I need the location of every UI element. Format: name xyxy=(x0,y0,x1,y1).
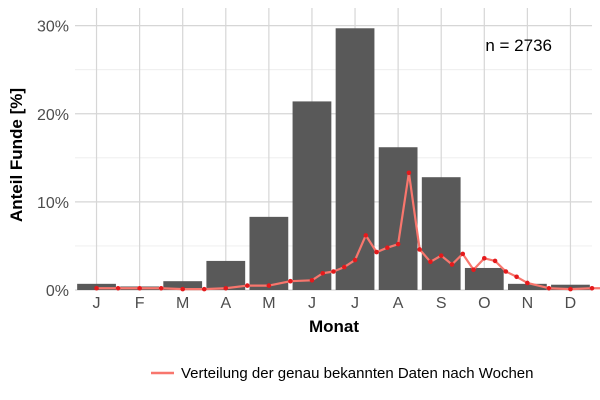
x-tick-label: J xyxy=(308,295,316,312)
y-tick-label: 10% xyxy=(37,195,69,212)
x-axis-title: Monat xyxy=(309,317,359,336)
weekly-point-1 xyxy=(94,285,99,291)
weekly-point-9 xyxy=(266,283,272,288)
weekly-point-4 xyxy=(158,285,164,291)
x-tick-label: N xyxy=(522,295,534,312)
bar-j-6 xyxy=(292,101,332,290)
weekly-point-8 xyxy=(245,283,250,288)
weekly-point-17 xyxy=(374,249,379,255)
x-tick-label: A xyxy=(393,295,404,312)
weekly-point-10 xyxy=(288,278,293,284)
annotation-n: n = 2736 xyxy=(485,36,552,55)
x-tick-label: J xyxy=(93,295,101,312)
legend: Verteilung der genau bekannten Daten nac… xyxy=(151,365,534,382)
bar-j-7 xyxy=(335,28,375,291)
weekly-point-34 xyxy=(589,285,595,291)
weekly-point-20 xyxy=(406,170,412,176)
weekly-point-18 xyxy=(385,245,390,250)
weekly-point-5 xyxy=(180,286,186,292)
weekly-point-6 xyxy=(201,286,207,292)
weekly-point-25 xyxy=(460,251,466,257)
legend-label: Verteilung der genau bekannten Daten nac… xyxy=(181,365,534,382)
bar-s-9 xyxy=(421,177,461,290)
weekly-point-27 xyxy=(481,255,487,261)
weekly-point-15 xyxy=(352,257,358,263)
bar-m-5 xyxy=(249,216,289,290)
weekly-point-13 xyxy=(331,269,336,274)
weekly-point-2 xyxy=(115,285,121,291)
y-tick-labels: 0% 10% 20% 30% xyxy=(37,19,69,300)
weekly-point-22 xyxy=(428,259,433,265)
weekly-point-29 xyxy=(503,269,509,274)
x-tick-label: S xyxy=(436,295,447,312)
bar-o-10 xyxy=(464,267,504,290)
weekly-point-33 xyxy=(568,286,573,292)
weekly-point-11 xyxy=(309,278,315,283)
x-tick-label: A xyxy=(220,295,231,312)
weekly-point-21 xyxy=(417,247,422,252)
bars xyxy=(77,28,590,291)
weekly-point-26 xyxy=(471,267,476,273)
weekly-point-28 xyxy=(492,258,498,264)
x-tick-label: O xyxy=(478,295,490,312)
x-tick-label: M xyxy=(176,295,189,312)
weekly-point-12 xyxy=(320,270,326,276)
bar-m-3 xyxy=(163,281,203,290)
bar-n-11 xyxy=(507,283,547,290)
y-tick-label: 0% xyxy=(46,283,69,300)
weekly-point-24 xyxy=(449,262,455,267)
x-tick-label: J xyxy=(351,295,359,312)
y-axis-title: Anteil Funde [%] xyxy=(7,88,26,222)
x-tick-label: M xyxy=(262,295,275,312)
weekly-point-7 xyxy=(223,285,229,291)
bar-a-4 xyxy=(206,260,246,290)
y-tick-label: 30% xyxy=(37,19,69,36)
weekly-point-14 xyxy=(341,264,347,270)
y-tick-label: 20% xyxy=(37,107,69,124)
bar-a-8 xyxy=(378,147,418,290)
weekly-line xyxy=(94,170,600,292)
x-tick-label: F xyxy=(135,295,145,312)
weekly-point-31 xyxy=(525,280,530,286)
weekly-point-32 xyxy=(546,285,552,291)
weekly-point-19 xyxy=(395,241,401,247)
weekly-point-30 xyxy=(514,274,519,280)
x-tick-label: D xyxy=(565,295,577,312)
weekly-point-23 xyxy=(438,253,444,258)
weekly-point-3 xyxy=(137,285,142,291)
weekly-point-16 xyxy=(363,233,369,238)
